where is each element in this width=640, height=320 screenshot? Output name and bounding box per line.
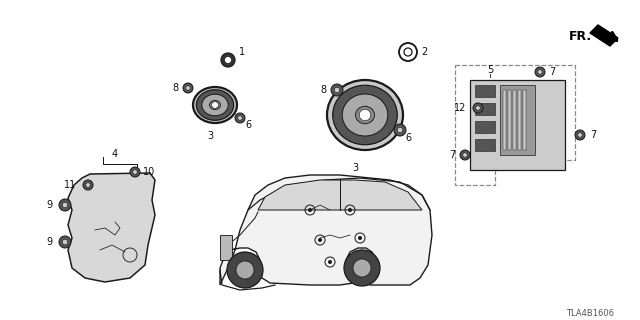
- Circle shape: [578, 133, 582, 137]
- Circle shape: [473, 103, 483, 113]
- Text: 7: 7: [549, 67, 555, 77]
- Circle shape: [358, 236, 362, 240]
- Bar: [475, 103, 495, 115]
- Text: 9: 9: [46, 237, 52, 247]
- Circle shape: [328, 260, 332, 264]
- Circle shape: [237, 116, 243, 120]
- Circle shape: [463, 153, 467, 157]
- Polygon shape: [258, 180, 422, 210]
- Text: 8: 8: [172, 83, 178, 93]
- Circle shape: [59, 199, 71, 211]
- Polygon shape: [220, 175, 432, 285]
- Circle shape: [236, 261, 254, 279]
- Text: 12: 12: [454, 103, 466, 113]
- Text: 2: 2: [421, 47, 427, 57]
- Circle shape: [359, 109, 371, 121]
- Circle shape: [86, 183, 90, 187]
- Circle shape: [62, 202, 68, 208]
- Bar: [523, 90, 526, 150]
- Circle shape: [538, 70, 542, 74]
- Polygon shape: [68, 173, 155, 282]
- Bar: [518, 90, 521, 150]
- Text: 11: 11: [64, 180, 76, 190]
- Circle shape: [575, 130, 585, 140]
- Text: 5: 5: [487, 65, 493, 75]
- Circle shape: [535, 67, 545, 77]
- Polygon shape: [590, 25, 618, 46]
- Text: 3: 3: [207, 131, 213, 141]
- Bar: [500, 85, 535, 155]
- Circle shape: [344, 250, 380, 286]
- Text: 9: 9: [46, 200, 52, 210]
- Circle shape: [83, 180, 93, 190]
- Circle shape: [225, 57, 232, 63]
- Text: 6: 6: [245, 120, 251, 130]
- Circle shape: [334, 87, 340, 93]
- Circle shape: [221, 53, 235, 67]
- Circle shape: [308, 208, 312, 212]
- Bar: [503, 90, 506, 150]
- Text: 1: 1: [239, 47, 245, 57]
- Circle shape: [476, 106, 480, 110]
- Text: TLA4B1606: TLA4B1606: [566, 308, 614, 317]
- Bar: [508, 90, 511, 150]
- Ellipse shape: [342, 94, 388, 136]
- Bar: [475, 85, 495, 97]
- Text: 6: 6: [405, 133, 411, 143]
- Bar: [475, 121, 495, 133]
- Ellipse shape: [327, 80, 403, 150]
- Circle shape: [130, 167, 140, 177]
- Circle shape: [235, 113, 245, 123]
- Text: FR.: FR.: [568, 29, 591, 43]
- Bar: [220, 235, 232, 260]
- Circle shape: [183, 83, 193, 93]
- Text: 7: 7: [449, 150, 455, 160]
- Ellipse shape: [209, 100, 221, 109]
- Bar: [470, 80, 565, 170]
- Ellipse shape: [196, 90, 234, 120]
- Text: 4: 4: [112, 149, 118, 159]
- Ellipse shape: [355, 106, 374, 124]
- Circle shape: [353, 259, 371, 277]
- Circle shape: [62, 239, 68, 245]
- Circle shape: [186, 86, 190, 90]
- Circle shape: [397, 127, 403, 133]
- Bar: [475, 139, 495, 151]
- Text: 8: 8: [320, 85, 326, 95]
- Ellipse shape: [202, 94, 228, 116]
- Ellipse shape: [193, 87, 237, 123]
- Text: 3: 3: [352, 163, 358, 173]
- Circle shape: [212, 102, 218, 108]
- Text: 7: 7: [590, 130, 596, 140]
- Circle shape: [59, 236, 71, 248]
- Bar: [513, 90, 516, 150]
- Circle shape: [318, 238, 322, 242]
- Circle shape: [460, 150, 470, 160]
- Text: 10: 10: [143, 167, 155, 177]
- Circle shape: [348, 208, 352, 212]
- Circle shape: [132, 170, 137, 174]
- Circle shape: [227, 252, 263, 288]
- Circle shape: [331, 84, 343, 96]
- Ellipse shape: [333, 85, 397, 145]
- Circle shape: [394, 124, 406, 136]
